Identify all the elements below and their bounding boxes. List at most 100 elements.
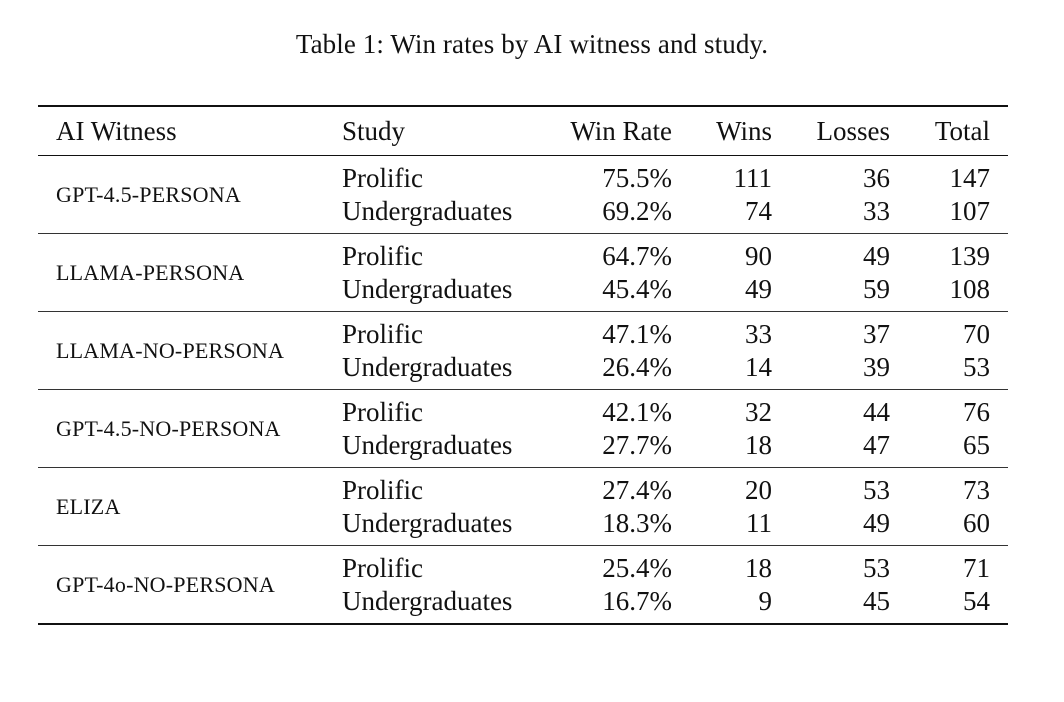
wins-value: 18 xyxy=(745,429,772,460)
study-name: Prolific xyxy=(342,397,423,427)
total-cell: 73 60 xyxy=(908,468,1008,546)
total-value: 139 xyxy=(949,241,991,271)
wins-value: 49 xyxy=(745,273,772,304)
win-rate-cell: 27.4% 18.3% xyxy=(560,468,690,546)
total-value: 65 xyxy=(963,429,990,460)
win-rate-value: 18.3% xyxy=(602,507,672,538)
wins-value: 90 xyxy=(745,241,772,271)
table-row: ELIZA Prolific Undergraduates 27.4% 18.3… xyxy=(38,468,1008,546)
losses-value: 49 xyxy=(863,241,890,271)
losses-cell: 37 39 xyxy=(790,312,908,390)
study-name: Prolific xyxy=(342,319,423,349)
total-value: 147 xyxy=(949,163,991,193)
losses-value: 44 xyxy=(863,397,890,427)
header-ai-witness: AI Witness xyxy=(56,115,177,146)
losses-cell: 36 33 xyxy=(790,156,908,234)
losses-value: 49 xyxy=(863,507,890,538)
study-name: Prolific xyxy=(342,241,423,271)
losses-value: 37 xyxy=(863,319,890,349)
wins-cell: 90 49 xyxy=(690,234,790,312)
win-rate-value: 42.1% xyxy=(602,397,672,427)
losses-value: 53 xyxy=(863,553,890,583)
header-row: AI Witness Study Win Rate Wins Losses To… xyxy=(38,106,1008,156)
total-value: 76 xyxy=(963,397,990,427)
wins-cell: 20 11 xyxy=(690,468,790,546)
wins-value: 20 xyxy=(745,475,772,505)
study-cell: Prolific Undergraduates xyxy=(338,312,560,390)
table-row: GPT-4.5-PERSONA Prolific Undergraduates … xyxy=(38,156,1008,234)
wins-value: 18 xyxy=(745,553,772,583)
witness-name: GPT-4.5-PERSONA xyxy=(56,181,241,207)
win-rate-cell: 42.1% 27.7% xyxy=(560,390,690,468)
header-wins: Wins xyxy=(716,115,772,146)
study-name: Undergraduates xyxy=(342,195,513,226)
table-row: GPT-4o-NO-PERSONA Prolific Undergraduate… xyxy=(38,546,1008,625)
win-rate-value: 75.5% xyxy=(602,163,672,193)
wins-cell: 111 74 xyxy=(690,156,790,234)
total-cell: 71 54 xyxy=(908,546,1008,625)
wins-value: 9 xyxy=(758,585,773,616)
wins-value: 74 xyxy=(745,195,772,226)
witness-name: LLAMA-PERSONA xyxy=(56,259,245,285)
win-rate-value: 69.2% xyxy=(602,195,672,226)
total-value: 53 xyxy=(963,351,990,382)
win-rate-value: 16.7% xyxy=(602,585,672,616)
wins-value: 14 xyxy=(745,351,772,382)
study-cell: Prolific Undergraduates xyxy=(338,156,560,234)
study-cell: Prolific Undergraduates xyxy=(338,546,560,625)
total-cell: 147 107 xyxy=(908,156,1008,234)
study-name: Undergraduates xyxy=(342,351,513,382)
study-name: Undergraduates xyxy=(342,273,513,304)
header-study: Study xyxy=(342,115,406,146)
study-name: Prolific xyxy=(342,163,423,193)
table-body: GPT-4.5-PERSONA Prolific Undergraduates … xyxy=(38,156,1008,625)
losses-cell: 49 59 xyxy=(790,234,908,312)
win-rate-value: 64.7% xyxy=(602,241,672,271)
losses-value: 47 xyxy=(863,429,890,460)
total-value: 70 xyxy=(963,319,990,349)
header-total: Total xyxy=(934,115,990,146)
study-cell: Prolific Undergraduates xyxy=(338,390,560,468)
total-cell: 139 108 xyxy=(908,234,1008,312)
losses-value: 33 xyxy=(863,195,890,226)
table-row: LLAMA-PERSONA Prolific Undergraduates 64… xyxy=(38,234,1008,312)
table-caption: Table 1: Win rates by AI witness and stu… xyxy=(295,29,769,59)
header-win-rate: Win Rate xyxy=(570,115,672,146)
table-row: GPT-4.5-NO-PERSONA Prolific Undergraduat… xyxy=(38,390,1008,468)
study-name: Undergraduates xyxy=(342,585,513,616)
wins-value: 33 xyxy=(745,319,772,349)
header-losses: Losses xyxy=(816,115,891,146)
win-rate-cell: 47.1% 26.4% xyxy=(560,312,690,390)
wins-value: 11 xyxy=(746,507,772,538)
losses-value: 45 xyxy=(863,585,890,616)
win-rate-value: 25.4% xyxy=(602,553,672,583)
losses-cell: 53 45 xyxy=(790,546,908,625)
win-rates-table-container: AI Witness Study Win Rate Wins Losses To… xyxy=(38,105,1008,625)
study-name: Prolific xyxy=(342,475,423,505)
total-value: 107 xyxy=(949,195,991,226)
total-cell: 76 65 xyxy=(908,390,1008,468)
total-value: 60 xyxy=(963,507,990,538)
witness-name: LLAMA-NO-PERSONA xyxy=(56,337,285,363)
win-rates-table: AI Witness Study Win Rate Wins Losses To… xyxy=(38,105,1008,625)
losses-value: 36 xyxy=(863,163,890,193)
witness-name: GPT-4.5-NO-PERSONA xyxy=(56,415,281,441)
win-rate-value: 27.4% xyxy=(602,475,672,505)
witness-name: GPT-4o-NO-PERSONA xyxy=(56,571,275,597)
win-rate-cell: 25.4% 16.7% xyxy=(560,546,690,625)
losses-value: 59 xyxy=(863,273,890,304)
study-cell: Prolific Undergraduates xyxy=(338,234,560,312)
witness-name: ELIZA xyxy=(56,493,121,519)
total-value: 71 xyxy=(963,553,990,583)
total-value: 108 xyxy=(949,273,991,304)
win-rate-value: 27.7% xyxy=(602,429,672,460)
win-rate-cell: 75.5% 69.2% xyxy=(560,156,690,234)
losses-value: 39 xyxy=(863,351,890,382)
wins-cell: 32 18 xyxy=(690,390,790,468)
wins-cell: 18 9 xyxy=(690,546,790,625)
study-name: Undergraduates xyxy=(342,429,513,460)
win-rate-value: 47.1% xyxy=(602,319,672,349)
losses-cell: 53 49 xyxy=(790,468,908,546)
table-row: LLAMA-NO-PERSONA Prolific Undergraduates… xyxy=(38,312,1008,390)
study-name: Undergraduates xyxy=(342,507,513,538)
